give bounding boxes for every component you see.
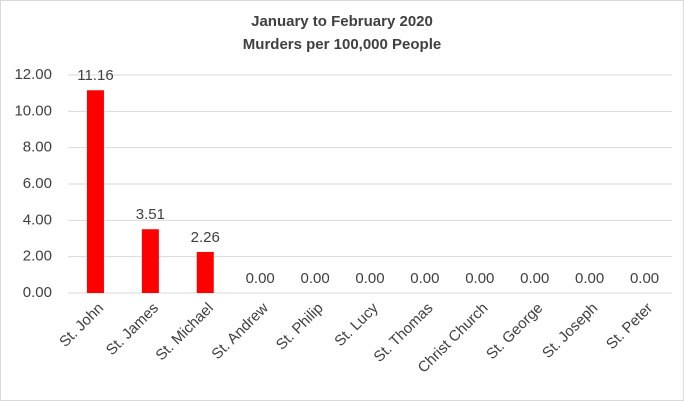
- bar: [196, 251, 214, 293]
- data-label: 11.16: [77, 67, 113, 84]
- data-label: 2.26: [191, 229, 220, 246]
- y-tick-label: 10.00: [14, 102, 52, 119]
- data-label: 3.51: [136, 206, 165, 223]
- data-label: 0.00: [630, 270, 659, 287]
- data-label: 0.00: [410, 270, 439, 287]
- y-tick-label: 4.00: [23, 211, 52, 228]
- y-tick-label: 6.00: [23, 175, 52, 192]
- y-tick-label: 0.00: [23, 284, 52, 301]
- y-tick-label: 12.00: [14, 66, 52, 83]
- chart-subtitle: Murders per 100,000 People: [243, 36, 441, 53]
- data-label: 0.00: [465, 270, 494, 287]
- bar: [141, 229, 159, 293]
- y-tick-label: 8.00: [23, 139, 52, 156]
- data-label: 0.00: [300, 270, 329, 287]
- chart-title: January to February 2020: [251, 13, 433, 30]
- bar: [86, 90, 104, 293]
- data-label: 0.00: [355, 270, 384, 287]
- y-tick-label: 2.00: [23, 248, 52, 265]
- data-label: 0.00: [575, 270, 604, 287]
- data-label: 0.00: [246, 270, 275, 287]
- data-label: 0.00: [520, 270, 549, 287]
